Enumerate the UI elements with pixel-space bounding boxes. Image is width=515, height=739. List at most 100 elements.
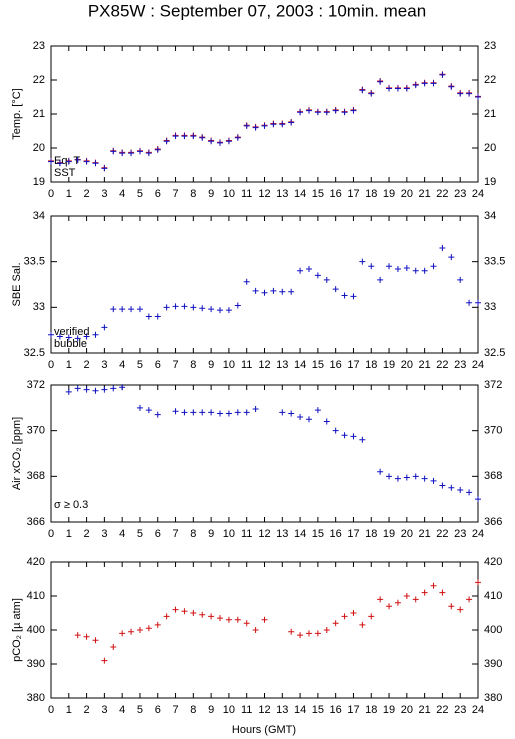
- x-tick-label: 7: [172, 704, 178, 716]
- data-point: [83, 386, 90, 393]
- data-point: [448, 484, 455, 491]
- x-tick-label: 14: [294, 704, 306, 716]
- data-point: [377, 596, 384, 603]
- y-axis-label: Temp. [°C]: [11, 88, 23, 139]
- data-point: [430, 263, 437, 270]
- data-point: [225, 307, 232, 314]
- data-point: [101, 165, 108, 172]
- data-point: [430, 80, 437, 87]
- y-axis-label: Air xCO₂ [ppm]: [11, 417, 23, 490]
- y-tick-label-right: 21: [484, 108, 496, 120]
- data-point: [475, 299, 481, 306]
- x-tick-label: 3: [101, 704, 107, 716]
- data-point: [190, 304, 197, 311]
- data-point: [368, 263, 375, 270]
- data-point: [323, 418, 330, 425]
- data-point: [305, 265, 312, 272]
- plot-frame: [50, 561, 479, 699]
- x-tick-label: 20: [401, 704, 413, 716]
- data-point: [475, 579, 481, 586]
- data-point: [190, 610, 197, 616]
- x-tick-label: 12: [258, 359, 270, 371]
- x-tick-label: 5: [137, 704, 143, 716]
- x-tick-label: 7: [172, 188, 178, 200]
- data-point: [101, 324, 108, 331]
- data-point: [48, 158, 54, 165]
- x-tick-label: 17: [347, 528, 359, 540]
- y-tick-label: 22: [33, 74, 45, 86]
- x-tick-label: 0: [48, 528, 54, 540]
- data-point: [56, 333, 63, 340]
- data-point: [83, 333, 90, 340]
- chart-title: PX85W : September 07, 2003 : 10min. mean: [88, 1, 426, 20]
- data-point: [341, 613, 348, 620]
- x-tick-label: 1: [66, 704, 72, 716]
- data-point: [412, 596, 419, 603]
- data-point: [172, 133, 179, 140]
- data-point: [234, 302, 241, 309]
- data-point: [154, 621, 161, 628]
- x-tick-label: 22: [436, 188, 448, 200]
- x-tick-label: 0: [48, 188, 54, 200]
- data-point: [466, 596, 473, 603]
- data-point: [261, 616, 268, 623]
- data-point: [279, 121, 286, 128]
- data-point: [190, 409, 197, 416]
- x-tick-label: 23: [454, 528, 466, 540]
- data-point: [119, 306, 126, 313]
- data-point: [394, 85, 401, 92]
- x-tick-label: 2: [84, 359, 90, 371]
- data-point: [421, 589, 428, 596]
- x-tick-label: 3: [101, 528, 107, 540]
- x-tick-label: 20: [401, 528, 413, 540]
- x-tick-label: 21: [419, 528, 431, 540]
- data-point: [314, 272, 321, 279]
- y-tick-label-right: 23: [484, 40, 496, 52]
- data-point: [172, 408, 179, 415]
- data-point: [208, 138, 215, 145]
- data-point: [359, 258, 366, 265]
- x-tick-label: 10: [223, 359, 235, 371]
- x-tick-label: 12: [258, 528, 270, 540]
- data-point: [190, 133, 197, 140]
- data-point: [110, 644, 117, 650]
- data-point: [92, 387, 99, 394]
- data-point: [92, 637, 99, 644]
- x-tick-label: 15: [312, 704, 324, 716]
- data-point: [448, 254, 455, 261]
- x-tick-label: 11: [241, 528, 252, 540]
- plot-frame: [50, 384, 479, 523]
- x-tick-label: 14: [294, 188, 306, 200]
- y-tick-label-right: 400: [484, 624, 502, 636]
- legend-label: SST: [54, 167, 76, 179]
- data-point: [288, 628, 295, 635]
- data-point: [288, 119, 295, 126]
- data-point: [128, 628, 135, 635]
- data-point: [323, 276, 330, 283]
- data-point: [332, 427, 339, 434]
- y-tick-label: 366: [27, 516, 45, 528]
- data-point: [297, 632, 304, 639]
- data-point: [136, 404, 143, 411]
- x-tick-label: 17: [347, 188, 359, 200]
- data-point: [65, 158, 72, 165]
- x-tick-label: 5: [137, 528, 143, 540]
- x-tick-label: 3: [101, 359, 107, 371]
- x-tick-label: 10: [223, 704, 235, 716]
- data-point: [457, 606, 464, 613]
- data-point: [74, 385, 81, 392]
- x-tick-label: 9: [208, 704, 214, 716]
- x-tick-label: 2: [84, 528, 90, 540]
- x-tick-label: 12: [258, 704, 270, 716]
- y-tick-label-right: 33: [484, 301, 496, 313]
- y-tick-label-right: 410: [484, 590, 502, 602]
- data-point: [217, 410, 224, 417]
- data-point: [457, 90, 464, 97]
- x-tick-label: 8: [190, 704, 196, 716]
- data-point: [208, 409, 215, 416]
- data-point: [341, 109, 348, 116]
- data-point: [234, 134, 241, 141]
- x-tick-label: 10: [223, 188, 235, 200]
- data-point: [252, 287, 259, 294]
